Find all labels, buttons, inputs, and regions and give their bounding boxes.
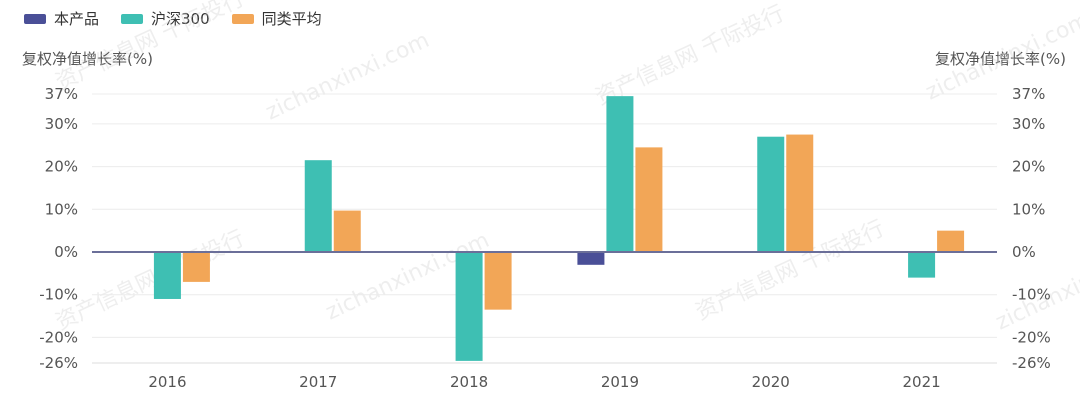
legend-label-hs300: 沪深300 bbox=[151, 10, 210, 28]
y-tick-left: 10% bbox=[45, 200, 78, 218]
watermark-text: zichanxinxi.com bbox=[922, 8, 1080, 106]
y-axis-title-right: 复权净值增长率(%) bbox=[935, 50, 1066, 68]
y-tick-left: 30% bbox=[45, 115, 78, 133]
y-tick-right: 20% bbox=[1012, 158, 1045, 176]
legend-swatch-product bbox=[24, 13, 46, 24]
bar-沪深300-2016[interactable] bbox=[153, 252, 181, 299]
bar-沪深300-2017[interactable] bbox=[304, 160, 332, 252]
legend-label-product: 本产品 bbox=[54, 10, 100, 28]
y-tick-left: -26% bbox=[39, 354, 78, 372]
legend-item-product[interactable]: 本产品 bbox=[24, 8, 99, 29]
bar-沪深300-2020[interactable] bbox=[757, 136, 785, 252]
y-tick-left: 20% bbox=[45, 158, 78, 176]
x-tick-label: 2017 bbox=[299, 373, 337, 391]
bar-同类平均-2017[interactable] bbox=[333, 210, 361, 252]
y-tick-right: 10% bbox=[1012, 200, 1045, 218]
bar-沪深300-2021[interactable] bbox=[908, 252, 936, 278]
legend-item-peer-average[interactable]: 同类平均 bbox=[231, 8, 322, 29]
y-tick-right: 0% bbox=[1012, 243, 1036, 261]
bar-同类平均-2020[interactable] bbox=[786, 134, 814, 252]
x-tick-label: 2018 bbox=[450, 373, 488, 391]
bar-同类平均-2018[interactable] bbox=[484, 252, 512, 310]
y-tick-left: 37% bbox=[45, 85, 78, 103]
legend-swatch-hs300 bbox=[121, 13, 144, 24]
legend-label-peer-average: 同类平均 bbox=[261, 10, 322, 28]
bar-同类平均-2016[interactable] bbox=[182, 252, 210, 282]
watermark-text: 资产信息网 千际投行 bbox=[52, 226, 248, 335]
y-tick-left: 0% bbox=[54, 243, 78, 261]
y-tick-left: -20% bbox=[39, 328, 78, 346]
legend-item-hs300[interactable]: 沪深300 bbox=[121, 8, 210, 29]
bar-本产品-2019[interactable] bbox=[577, 252, 605, 265]
watermark-text: 资产信息网 千际投行 bbox=[52, 0, 248, 95]
y-tick-right: 37% bbox=[1012, 85, 1045, 103]
y-tick-right: 30% bbox=[1012, 115, 1045, 133]
y-axis-title-left: 复权净值增长率(%) bbox=[22, 50, 153, 68]
legend-swatch-peer-average bbox=[231, 13, 254, 24]
y-tick-right: -20% bbox=[1012, 328, 1051, 346]
watermark-text: zichanxinxi.com bbox=[262, 28, 433, 126]
y-tick-right: -10% bbox=[1012, 286, 1051, 304]
bar-沪深300-2018[interactable] bbox=[455, 252, 483, 361]
bar-沪深300-2019[interactable] bbox=[606, 96, 634, 252]
x-tick-label: 2021 bbox=[902, 373, 940, 391]
x-tick-label: 2020 bbox=[752, 373, 790, 391]
chart-legend: 本产品 沪深300 同类平均 bbox=[24, 8, 322, 29]
bar-同类平均-2021[interactable] bbox=[937, 230, 965, 252]
x-tick-label: 2019 bbox=[601, 373, 639, 391]
x-tick-label: 2016 bbox=[148, 373, 186, 391]
bar-同类平均-2019[interactable] bbox=[635, 147, 663, 252]
y-tick-right: -26% bbox=[1012, 354, 1051, 372]
y-tick-left: -10% bbox=[39, 286, 78, 304]
